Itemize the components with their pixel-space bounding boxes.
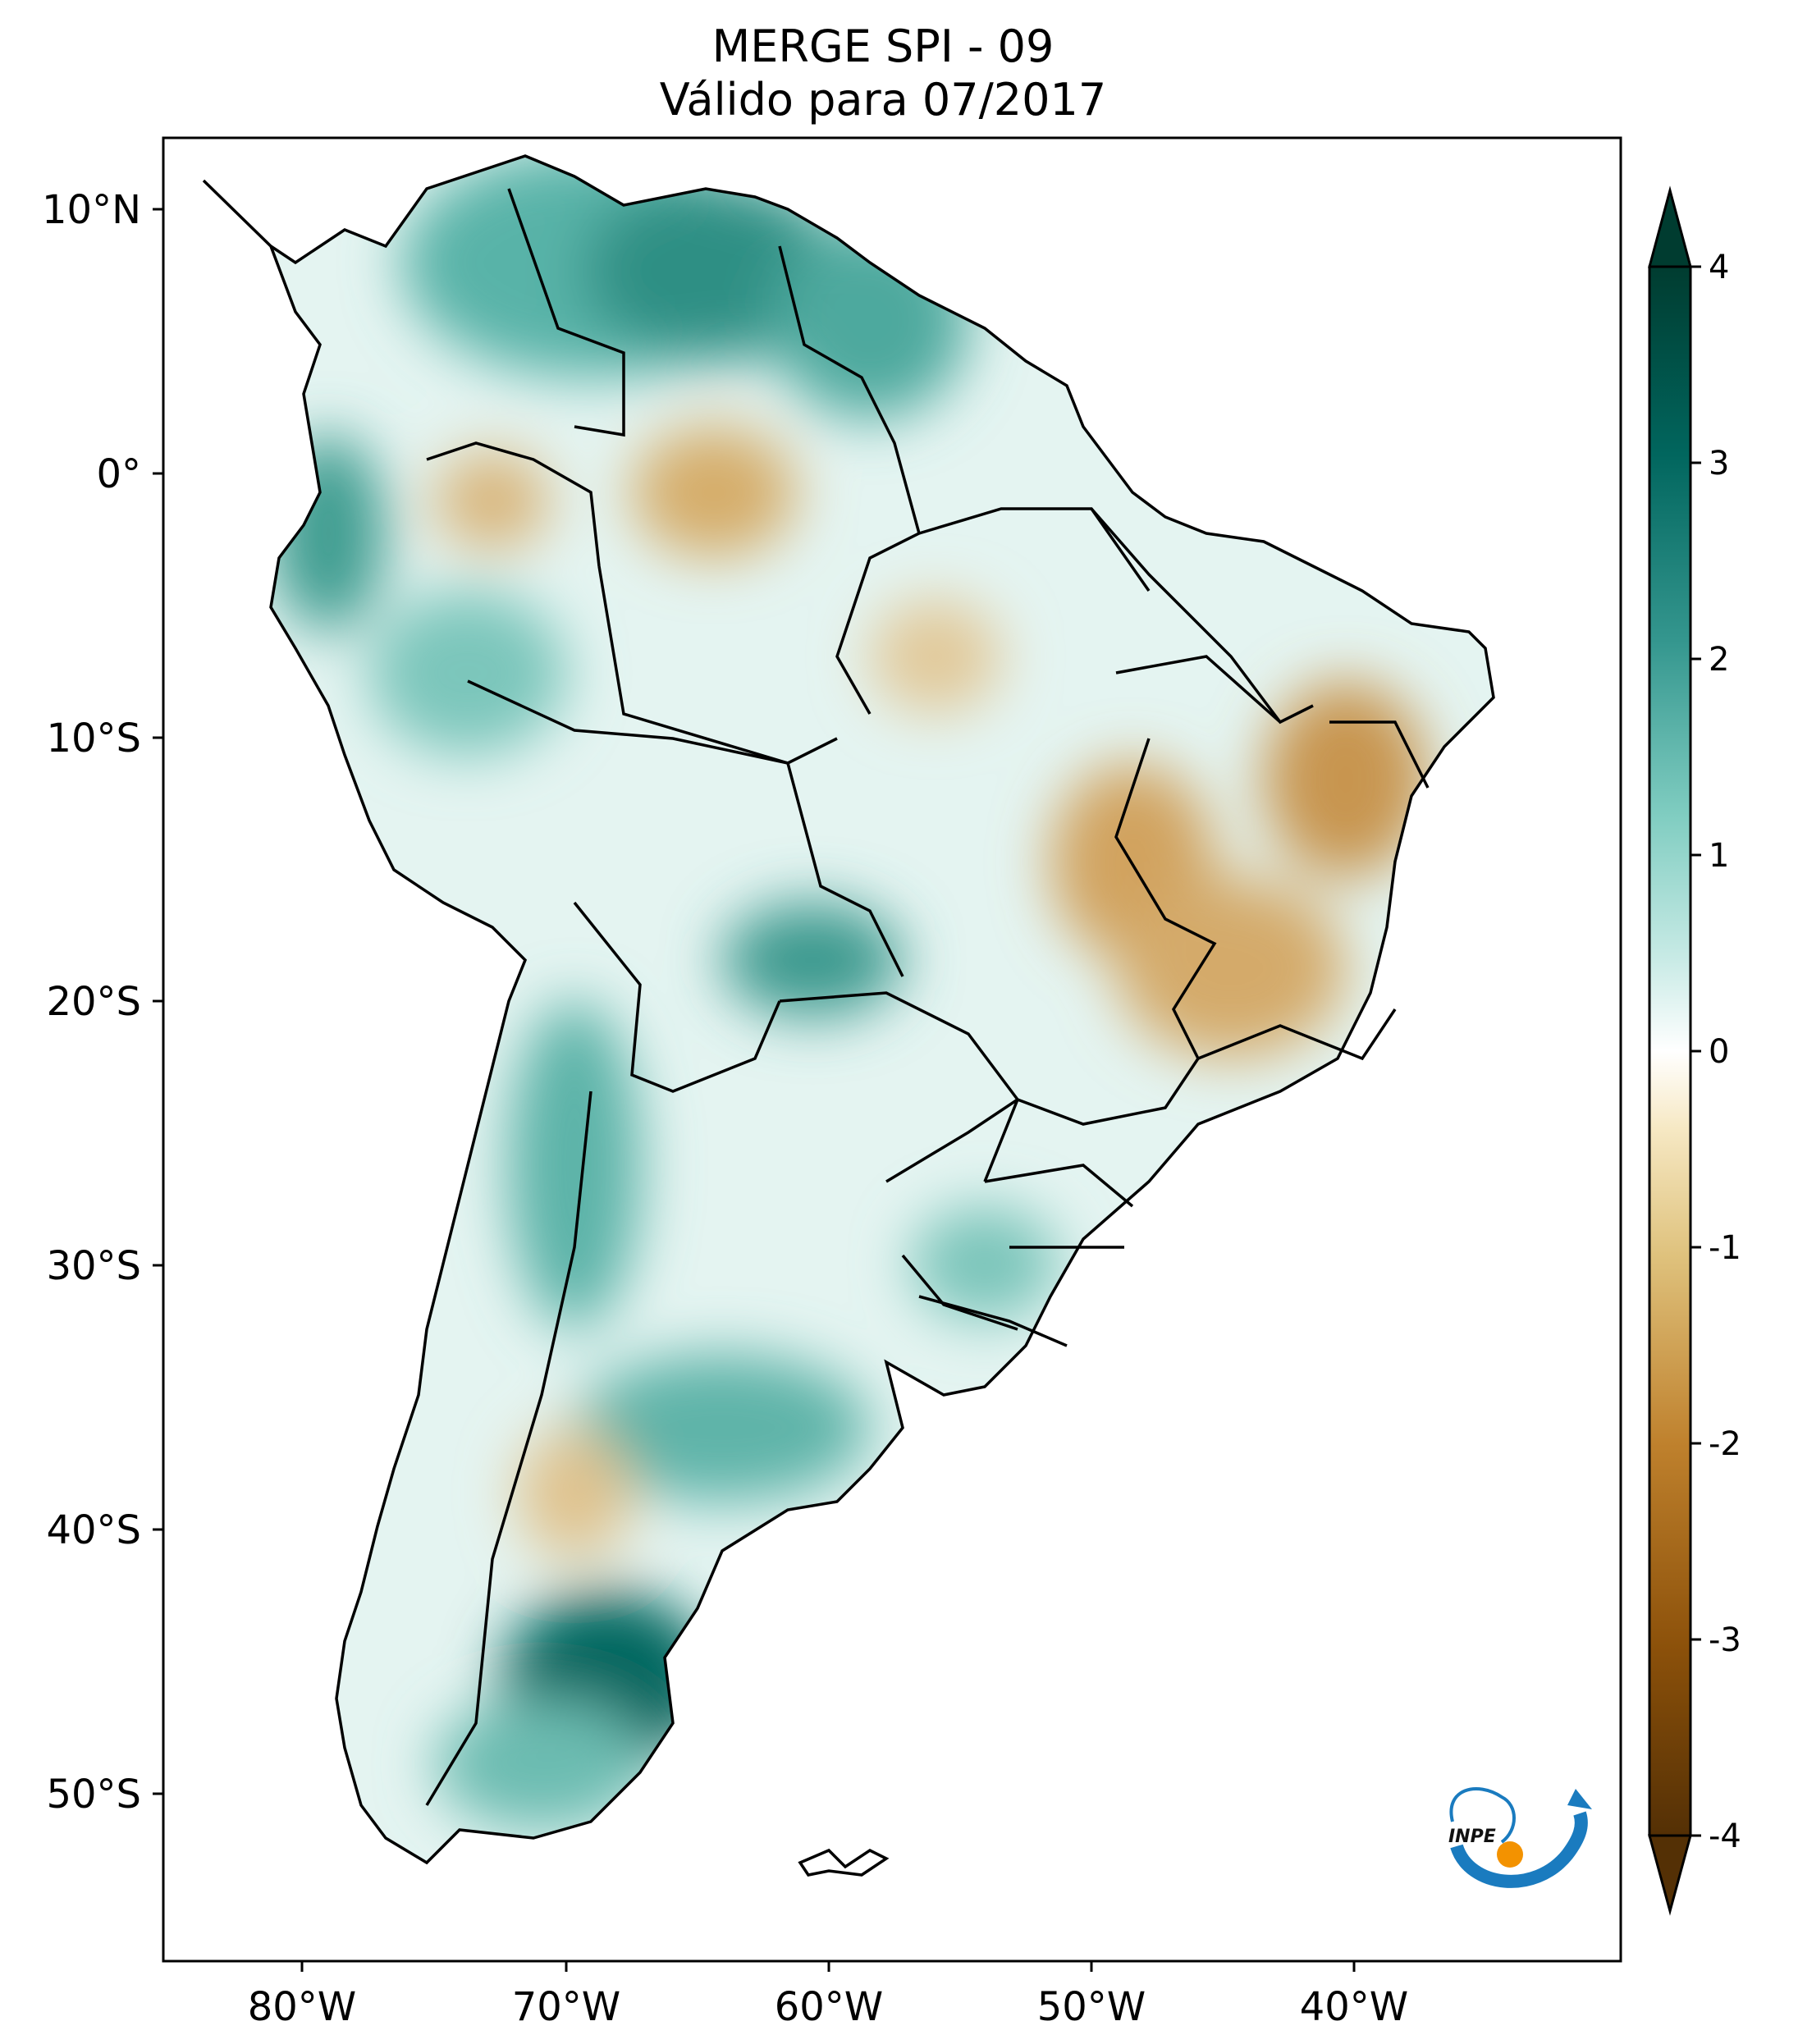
colorbar-tick-label: -4 (1709, 1818, 1741, 1855)
lon-tick-label: 60°W (775, 1984, 884, 2030)
colorbar: 4 3 2 1 0 -1 -2 -3 -4 (1648, 185, 1741, 1916)
colorbar-tick-label: -1 (1709, 1229, 1741, 1267)
colorbar-ticks: 4 3 2 1 0 -1 -2 -3 -4 (1690, 249, 1741, 1855)
colorbar-gradient (1648, 265, 1692, 1837)
spi-field (204, 156, 1494, 1863)
lat-tick-label: 30°S (46, 1243, 141, 1289)
lat-tick-label: 10°N (42, 187, 141, 233)
colorbar-bottom-extension (1648, 1834, 1692, 1916)
colorbar-tick-label: -3 (1709, 1621, 1741, 1659)
lon-tick-label: 50°W (1037, 1984, 1146, 2030)
colorbar-tick-label: 4 (1709, 249, 1729, 286)
lon-tick-label: 80°W (248, 1984, 357, 2030)
lat-tick-label: 40°S (46, 1507, 141, 1553)
colorbar-tick-label: 2 (1709, 641, 1729, 679)
longitude-axis (300, 1961, 1356, 1972)
colorbar-tick-label: 1 (1709, 837, 1729, 875)
colorbar-tick-label: 3 (1709, 445, 1729, 482)
lat-tick-label: 10°S (46, 716, 141, 761)
inpe-logo-text: INPE (1448, 1827, 1496, 1847)
lon-tick-label: 70°W (512, 1984, 621, 2030)
spi-anomaly-patches (271, 156, 1428, 1830)
colorbar-tick-label: -2 (1709, 1425, 1741, 1463)
map-title-line2: Válido para 07/2017 (660, 74, 1106, 126)
map-title-line1: MERGE SPI - 09 (712, 21, 1055, 72)
latitude-axis (153, 208, 163, 1795)
map-frame (162, 136, 1622, 1963)
lon-tick-label: 40°W (1300, 1984, 1409, 2030)
falkland-islands (798, 1848, 890, 1877)
lat-tick-label: 50°S (46, 1772, 141, 1818)
lat-tick-label: 0° (96, 451, 141, 497)
colorbar-tick-label: 0 (1709, 1033, 1729, 1071)
lat-tick-label: 20°S (46, 979, 141, 1025)
political-borders (425, 188, 1430, 1806)
inpe-logo: INPE (1448, 1787, 1592, 1888)
colorbar-top-extension (1648, 185, 1692, 268)
